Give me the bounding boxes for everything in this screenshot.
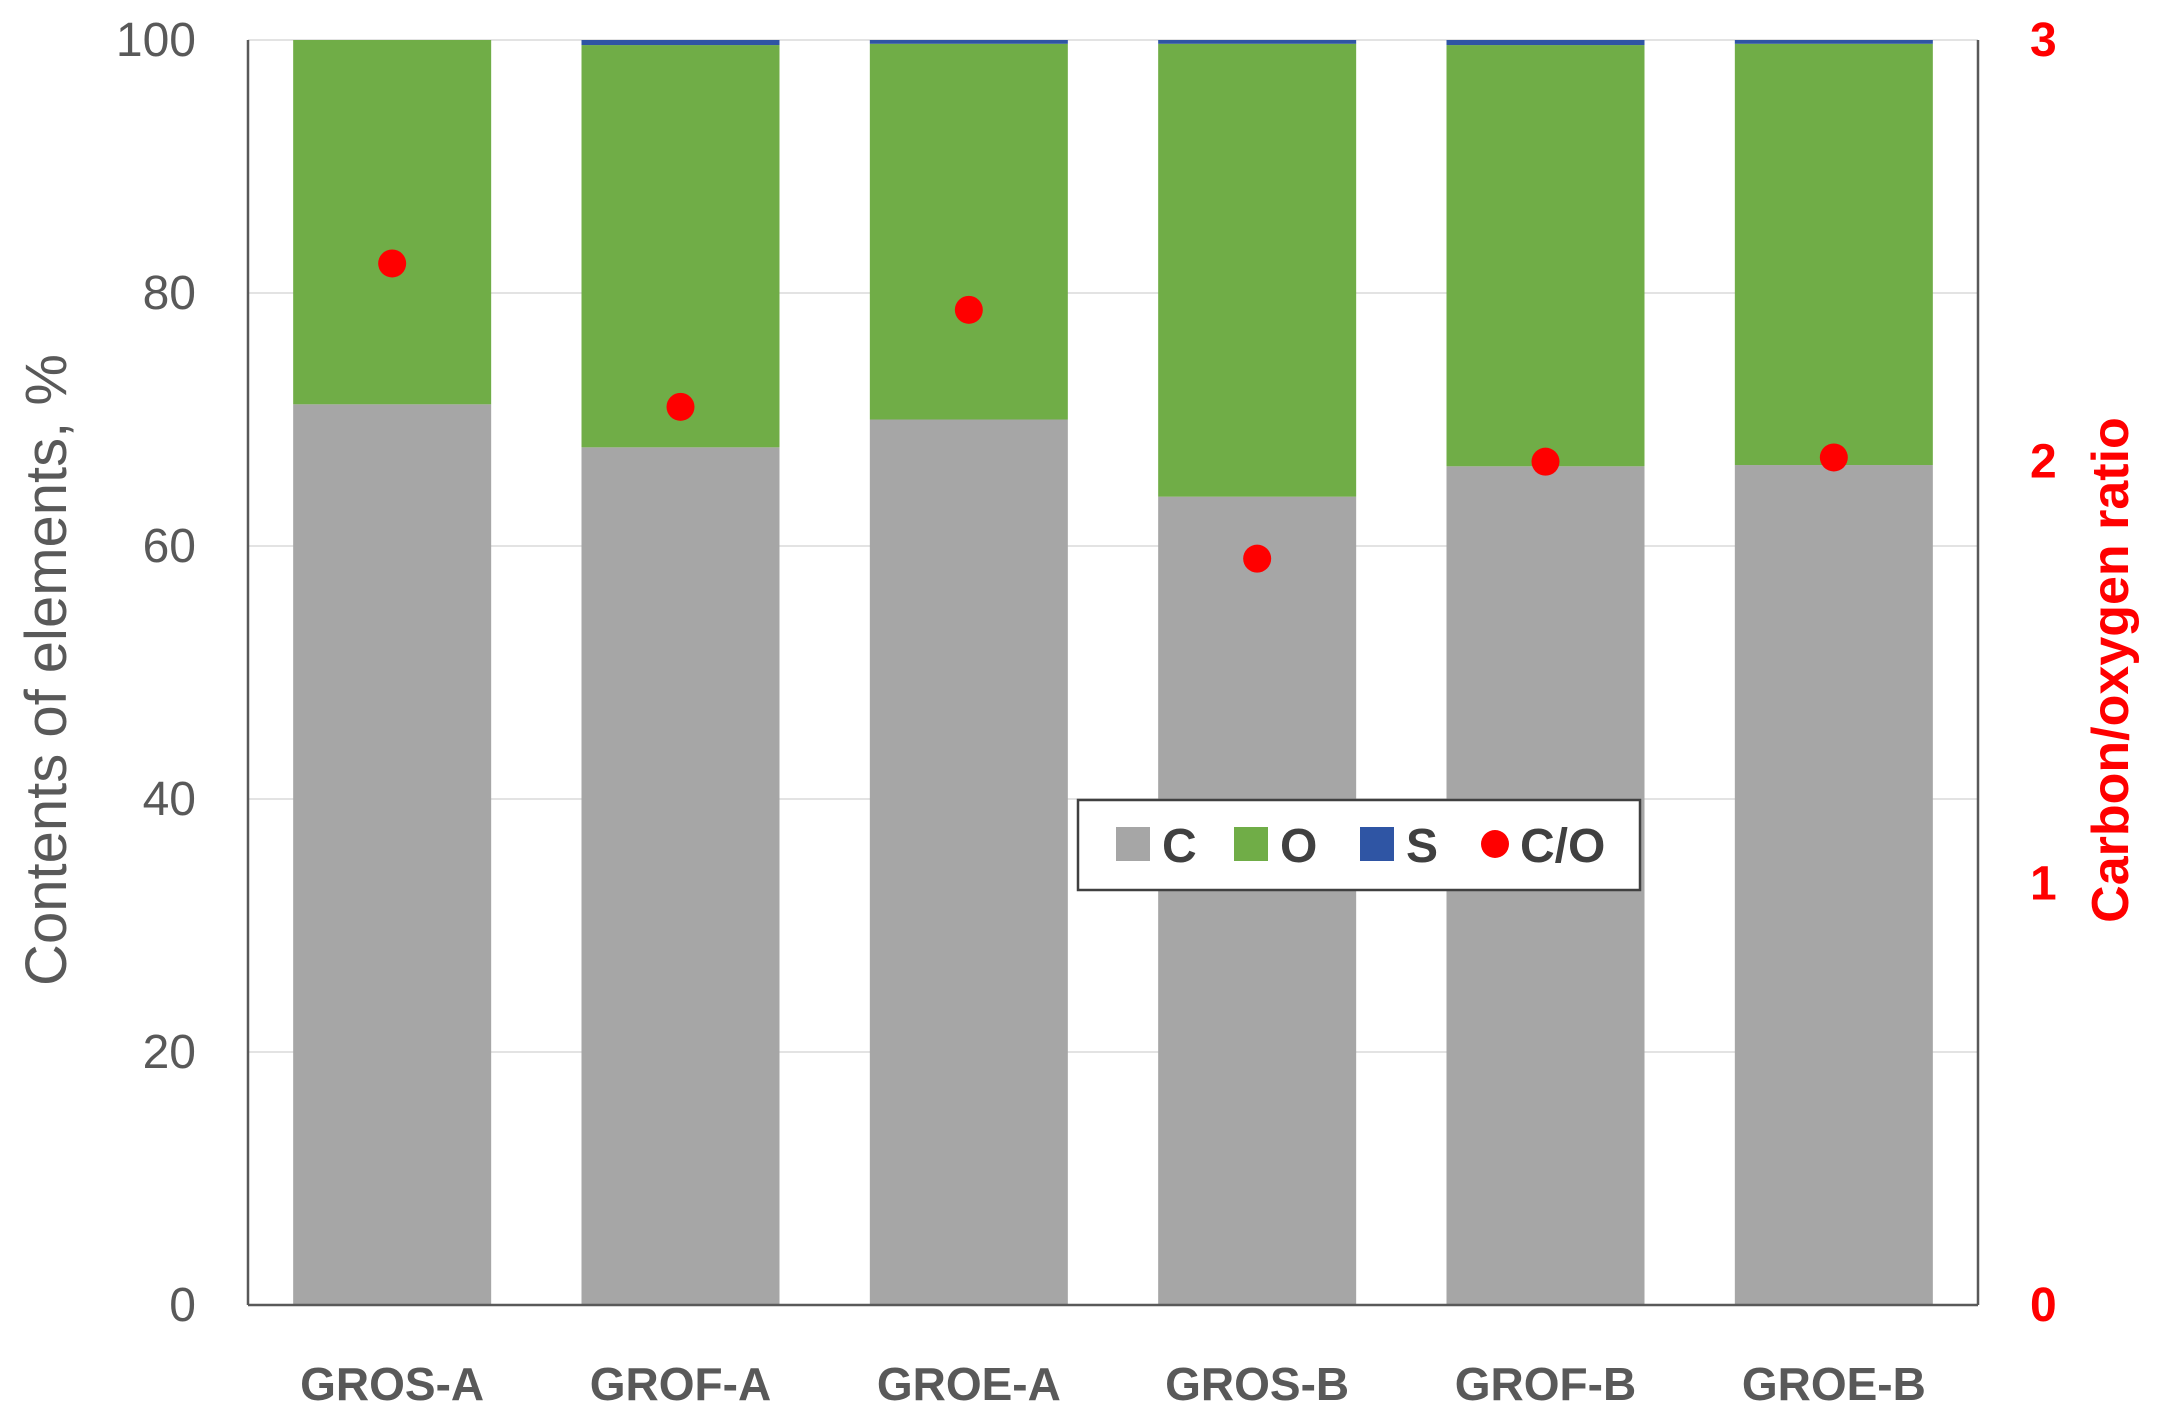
- axes: [246, 40, 1980, 1307]
- bar-c-groe-a: [869, 419, 1068, 1305]
- x-tick-label: GROE-A: [877, 1358, 1061, 1410]
- point-co-gros-b: [1243, 544, 1272, 573]
- y-tick-left: 40: [143, 773, 196, 826]
- left-axis-ticks: 0 20 40 60 80 100: [116, 14, 196, 1332]
- legend-label-s: S: [1406, 820, 1438, 873]
- legend-label-co: C/O: [1520, 820, 1605, 873]
- bar-c-groe-b: [1734, 465, 1933, 1305]
- bar-o-groe-b: [1734, 43, 1933, 466]
- y-tick-left: 20: [143, 1026, 196, 1079]
- point-co-gros-a: [378, 249, 407, 278]
- x-tick-label: GROF-A: [590, 1358, 771, 1410]
- y-tick-right: 1: [2030, 857, 2057, 910]
- bars: [293, 40, 1933, 1306]
- x-tick-label: GROS-B: [1165, 1358, 1349, 1410]
- bar-s-groe-b: [1734, 40, 1933, 44]
- legend: C O S C/O: [1076, 798, 1642, 892]
- legend-label-o: O: [1280, 820, 1317, 873]
- bar-s-groe-a: [869, 40, 1068, 44]
- bar-s-grof-a: [581, 40, 780, 46]
- y-axis-label-left: Contents of elements, %: [14, 354, 79, 986]
- y-tick-left: 0: [169, 1279, 196, 1332]
- bar-c-gros-b: [1158, 496, 1357, 1305]
- y-tick-left: 80: [143, 267, 196, 320]
- bar-s-gros-b: [1158, 40, 1357, 44]
- legend-marker-co: [1481, 830, 1509, 858]
- y-tick-right: 2: [2030, 436, 2057, 489]
- y-tick-right: 3: [2030, 14, 2057, 67]
- bar-c-grof-a: [581, 447, 780, 1306]
- x-tick-label: GROE-B: [1742, 1358, 1926, 1410]
- legend-label-c: C: [1162, 820, 1197, 873]
- legend-swatch-o: [1234, 827, 1268, 861]
- point-co-groe-a: [954, 295, 983, 324]
- bar-o-gros-a: [293, 40, 492, 405]
- y-tick-right: 0: [2030, 1279, 2057, 1332]
- bar-o-gros-b: [1158, 43, 1357, 497]
- bar-o-groe-a: [869, 43, 1068, 420]
- y-tick-left: 60: [143, 520, 196, 573]
- right-axis-ticks: 0 1 2 3: [2030, 14, 2057, 1332]
- y-axis-label-right: Carbon/oxygen ratio: [2082, 417, 2140, 923]
- legend-swatch-c: [1116, 827, 1150, 861]
- gridlines: [248, 39, 1978, 1053]
- bar-c-gros-a: [293, 404, 492, 1305]
- bar-o-grof-a: [581, 45, 780, 448]
- x-tick-label: GROF-B: [1455, 1358, 1636, 1410]
- category-labels: GROS-A GROF-A GROE-A GROS-B GROF-B GROE-B: [300, 1358, 1926, 1410]
- ratio-points: [378, 249, 1848, 573]
- x-tick-label: GROS-A: [300, 1358, 484, 1410]
- bar-s-grof-b: [1446, 40, 1645, 46]
- y-tick-left: 100: [116, 14, 196, 67]
- point-co-grof-a: [666, 392, 695, 421]
- point-co-grof-b: [1531, 447, 1560, 476]
- legend-swatch-s: [1360, 827, 1394, 861]
- point-co-groe-b: [1819, 443, 1848, 472]
- bar-o-grof-b: [1446, 45, 1645, 467]
- legend-box: [1076, 798, 1642, 892]
